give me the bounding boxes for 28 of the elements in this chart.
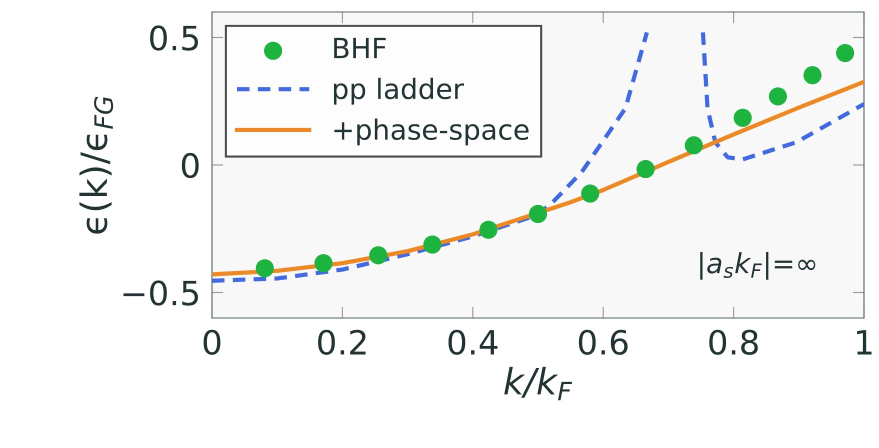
x-tick-label: 0.8 <box>709 330 758 355</box>
point <box>803 66 822 84</box>
point <box>314 254 333 272</box>
point <box>836 44 854 62</box>
point <box>581 184 600 203</box>
legend-label: BHF <box>334 38 386 58</box>
x-tick-label: 0.2 <box>318 330 366 355</box>
x-tick-label: 1 <box>857 330 872 354</box>
point <box>684 136 703 154</box>
y-tick-label: 0 <box>182 152 199 178</box>
x-tick-label: 0 <box>204 330 220 355</box>
y-tick-label: 0.5 <box>150 25 198 51</box>
point <box>256 259 274 278</box>
y-tick-label: −0.5 <box>123 280 198 306</box>
legend-label: pp ladder <box>334 78 464 105</box>
annotation: |a$_{s}$k$_{F}$|=∞ <box>700 252 816 280</box>
point <box>479 220 498 239</box>
point <box>768 87 787 106</box>
legend-label: +phase-space <box>334 118 529 146</box>
x-tick-label: 0.6 <box>578 330 628 355</box>
point <box>734 108 752 127</box>
point <box>528 204 548 224</box>
y-axis-title: ϵ(k)/ϵ$_{FG}$ <box>79 96 114 234</box>
x-axis-title: k/k$_{F}$ <box>504 366 572 400</box>
point <box>369 246 388 264</box>
point <box>636 160 655 178</box>
x-tick-label: 0.4 <box>448 330 498 355</box>
point <box>423 236 442 254</box>
